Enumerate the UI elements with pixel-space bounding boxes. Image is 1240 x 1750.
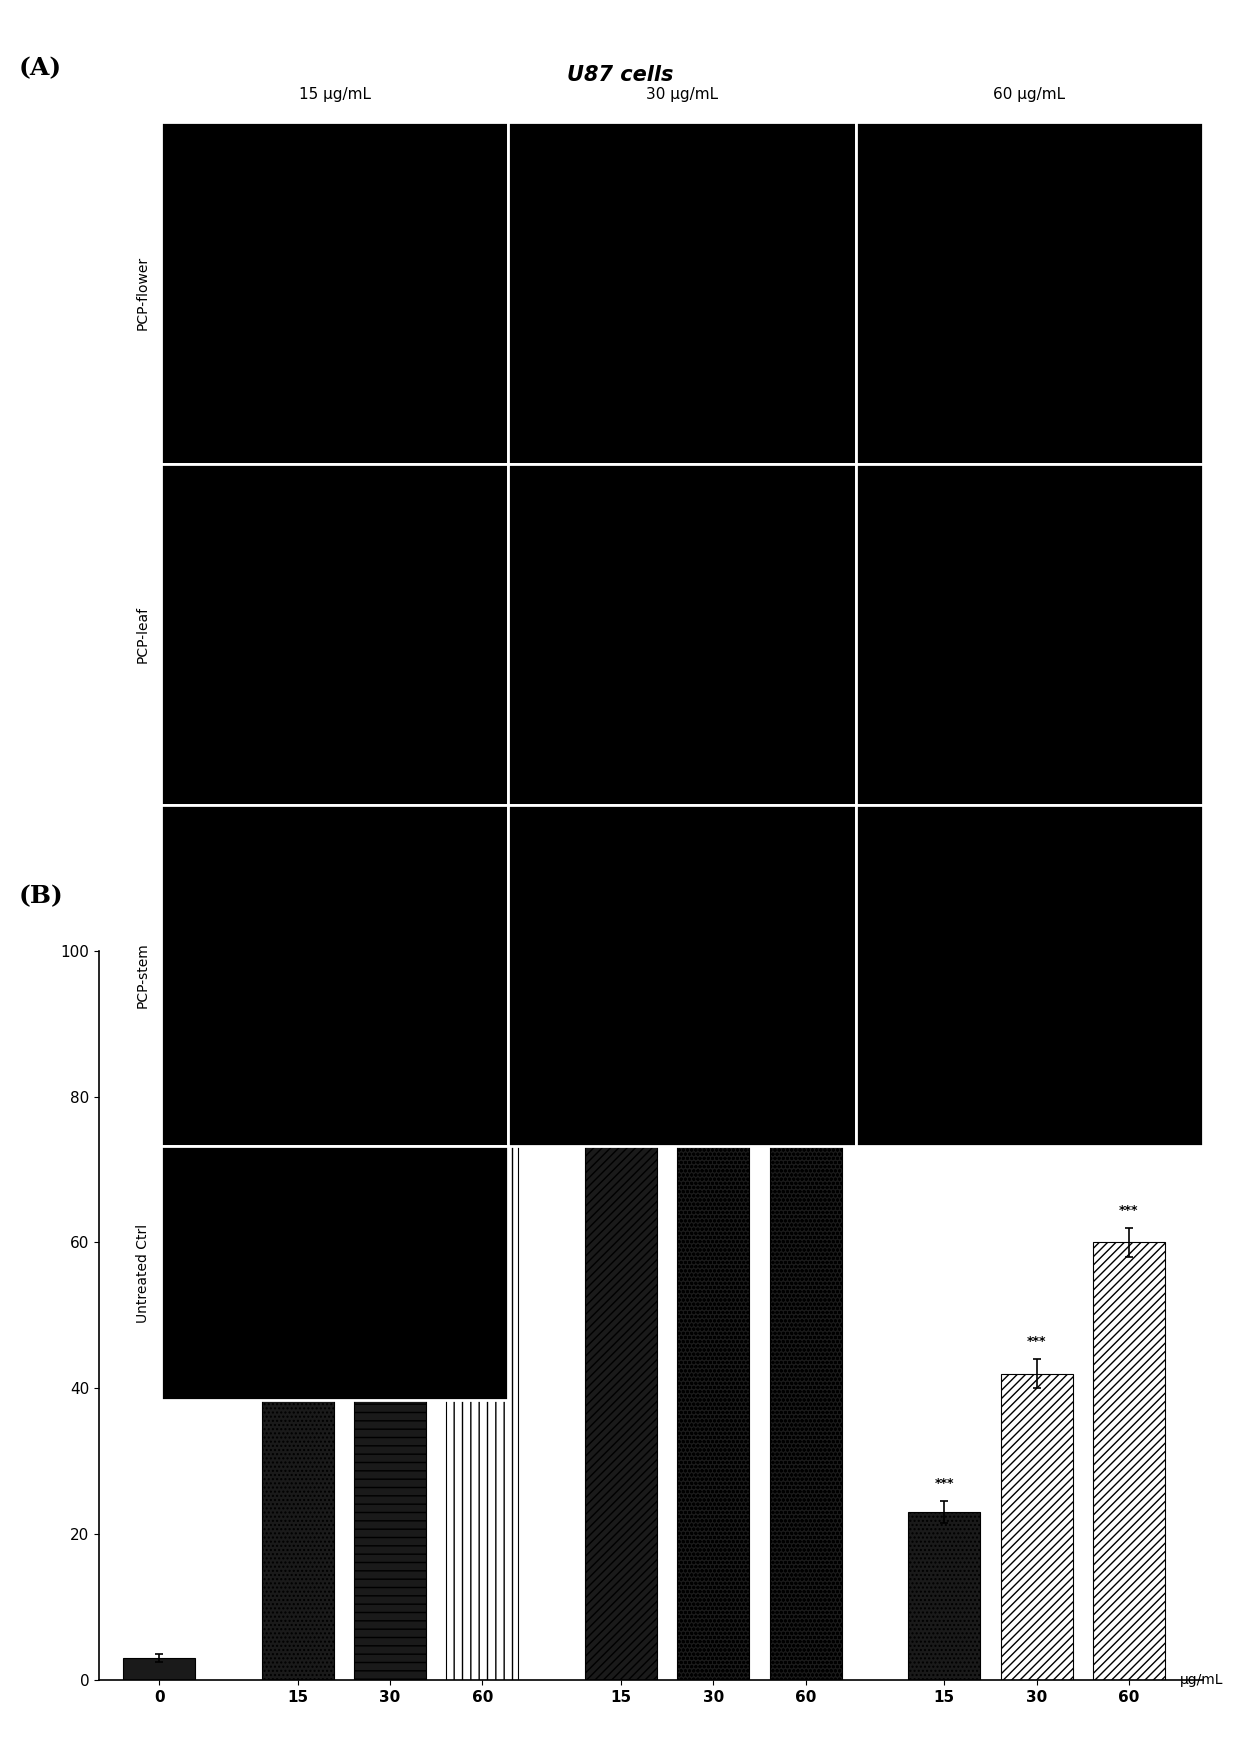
Bar [123, 1657, 195, 1680]
Bar [677, 1010, 749, 1680]
Text: U87 cells: U87 cells [567, 65, 673, 84]
Text: ***: *** [796, 959, 816, 973]
Bar [1001, 1374, 1073, 1680]
Text: μg/mL: μg/mL [1179, 1673, 1223, 1687]
Text: ***: *** [935, 1477, 954, 1491]
Bar [585, 1054, 657, 1680]
Bar [1092, 1242, 1164, 1680]
Text: 30 μg/mL: 30 μg/mL [646, 86, 718, 102]
Bar [770, 994, 842, 1680]
Text: (A): (A) [19, 56, 62, 80]
Bar [355, 1068, 427, 1680]
Text: 60 μg/mL: 60 μg/mL [993, 86, 1065, 102]
Text: ***: *** [611, 1018, 631, 1031]
Text: ***: *** [1120, 1204, 1138, 1216]
Text: PCP-flower: PCP-flower [135, 255, 150, 331]
Text: PCP-stem: PCP-stem [135, 943, 150, 1008]
Text: ***: *** [703, 971, 723, 984]
Text: PCP-leaf: PCP-leaf [135, 606, 150, 663]
Text: ***: *** [1027, 1335, 1047, 1348]
Text: Untreated Ctrl: Untreated Ctrl [135, 1223, 150, 1323]
Text: ***: *** [472, 952, 492, 966]
Text: (B): (B) [19, 884, 63, 908]
Text: 15 μg/mL: 15 μg/mL [299, 86, 371, 102]
Bar [262, 1082, 334, 1680]
Bar [908, 1512, 981, 1680]
Text: ***: *** [381, 1029, 399, 1041]
Bar [446, 987, 518, 1680]
Text: ***: *** [288, 1043, 308, 1057]
